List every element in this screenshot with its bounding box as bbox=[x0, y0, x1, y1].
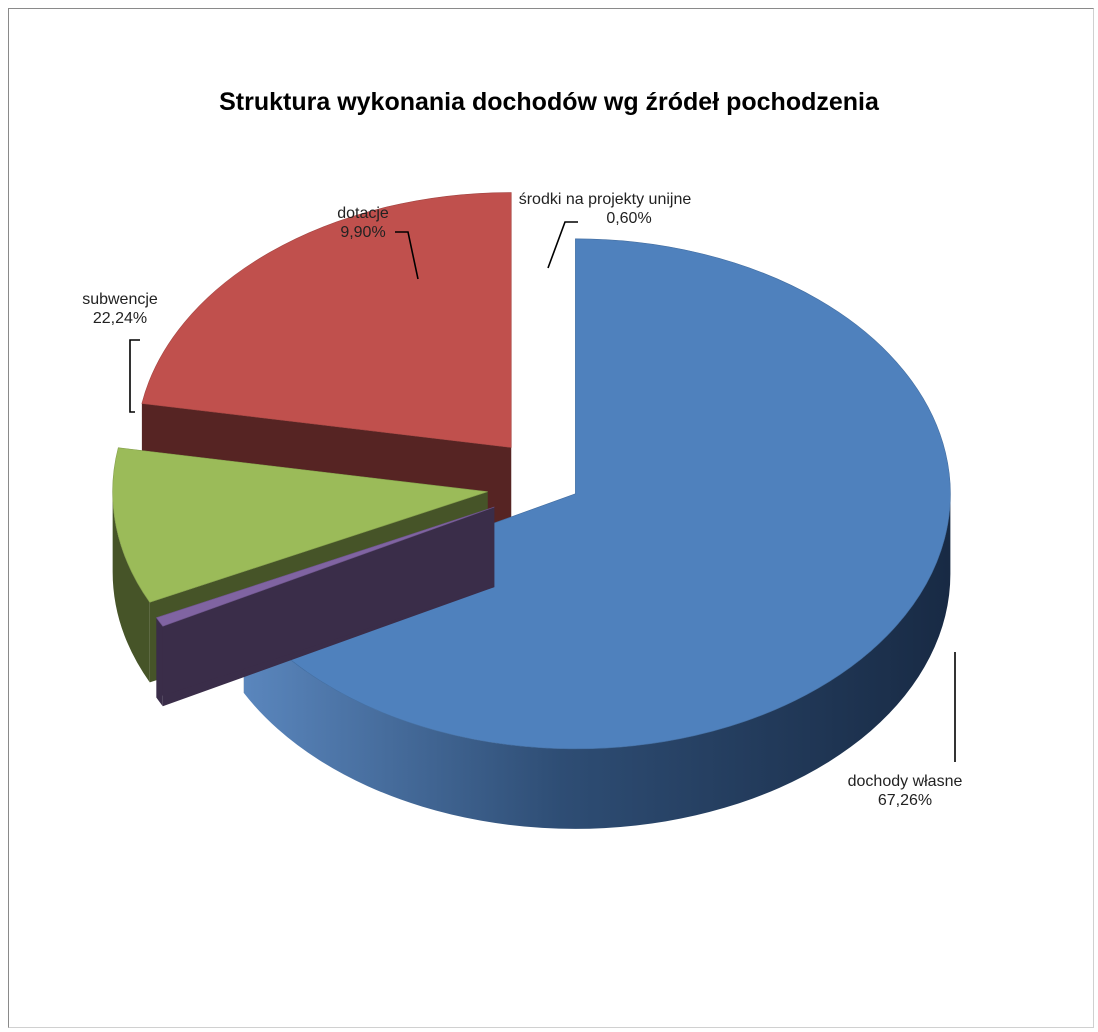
label-dotacje: dotacje 9,90% bbox=[318, 204, 408, 242]
label-name: subwencje bbox=[82, 291, 158, 308]
label-value: 22,24% bbox=[92, 310, 148, 327]
label-dochody-wlasne: dochody własne 67,26% bbox=[830, 772, 980, 810]
label-name: dochody własne bbox=[847, 773, 963, 790]
slice-dotacje bbox=[112, 447, 488, 603]
slice-dochody-w-asne bbox=[243, 238, 951, 750]
label-name: dotacje bbox=[337, 205, 389, 222]
label-value: 67,26% bbox=[877, 792, 933, 809]
leader-line-1 bbox=[547, 221, 578, 269]
label-name: środki na projekty unijne bbox=[518, 191, 692, 208]
slice-subwencje bbox=[141, 192, 512, 448]
label-value: 0,60% bbox=[606, 210, 652, 227]
slice--rodki-na-projekty-unijne bbox=[155, 506, 495, 627]
slice-wall--rodki-na-projekty-unijne bbox=[156, 507, 495, 698]
leader-line-3 bbox=[129, 339, 140, 413]
chart-title: Struktura wykonania dochodów wg źródeł p… bbox=[219, 88, 879, 116]
label-srodki-unijne: środki na projekty unijne 0,60% bbox=[495, 190, 715, 228]
slice-rim--rodki-na-projekty-unijne bbox=[156, 617, 163, 707]
leader-line-2 bbox=[395, 231, 419, 280]
label-subwencje: subwencje 22,24% bbox=[70, 290, 170, 328]
slice-rim-dotacje bbox=[112, 491, 150, 683]
label-value: 9,90% bbox=[340, 224, 386, 241]
slice-rim-dochody-w-asne bbox=[243, 493, 951, 829]
